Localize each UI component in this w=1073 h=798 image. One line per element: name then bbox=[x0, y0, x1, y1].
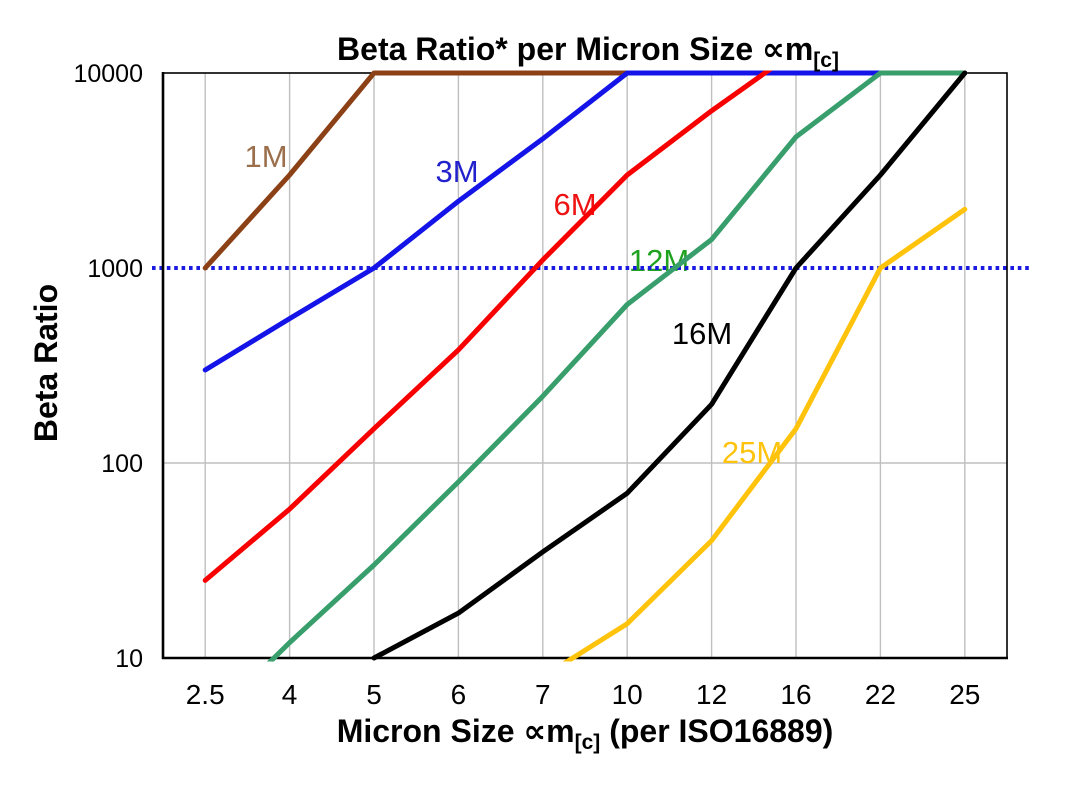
x-tick-label: 10 bbox=[612, 679, 643, 710]
y-axis-title: Beta Ratio bbox=[28, 284, 64, 442]
series-line-6M bbox=[202, 70, 773, 583]
chart-title-text: Beta Ratio* per Micron Size bbox=[337, 31, 753, 67]
x-tick-label: 2.5 bbox=[186, 679, 225, 710]
x-tick-label: 22 bbox=[865, 679, 896, 710]
y-tick-label: 10 bbox=[115, 645, 143, 673]
x-tick-label: 25 bbox=[949, 679, 980, 710]
x-tick-label: 16 bbox=[780, 679, 811, 710]
y-tick-label: 100 bbox=[101, 450, 143, 478]
proportional-symbol: ∝m bbox=[753, 31, 813, 67]
series-label-16M: 16M bbox=[672, 316, 732, 351]
y-tick-label: 1000 bbox=[87, 255, 143, 283]
x-axis-title: Micron Size ∝m[c] (per ISO16889) bbox=[337, 713, 834, 754]
x-tick-label: 5 bbox=[366, 679, 382, 710]
x-tick-label: 12 bbox=[696, 679, 727, 710]
proportional-symbol: ∝m bbox=[515, 713, 575, 749]
x-axis-title-suffix: (per ISO16889) bbox=[600, 713, 833, 749]
x-tick-label: 6 bbox=[451, 679, 467, 710]
series-line-3M bbox=[202, 70, 968, 373]
series-line-12M bbox=[266, 70, 968, 662]
series-label-25M: 25M bbox=[722, 435, 782, 470]
chart-title: Beta Ratio* per Micron Size ∝m[c] bbox=[337, 31, 839, 72]
series-line-16M bbox=[371, 70, 968, 661]
x-tick-label: 4 bbox=[282, 679, 298, 710]
series-line-25M bbox=[562, 206, 968, 662]
gridlines bbox=[163, 73, 1007, 658]
series-lines bbox=[202, 70, 968, 662]
series-label-1M: 1M bbox=[244, 139, 287, 174]
x-axis-title-subscript: [c] bbox=[575, 731, 601, 754]
series-label-6M: 6M bbox=[553, 187, 596, 222]
y-tick-label: 10000 bbox=[73, 60, 143, 88]
series-label-3M: 3M bbox=[435, 154, 478, 189]
chart-title-subscript: [c] bbox=[813, 49, 839, 72]
x-tick-label: 7 bbox=[535, 679, 551, 710]
tick-labels: 10 100 1000 10000 2.5 4 5 6 7 10 12 16 22 25 bbox=[73, 60, 980, 710]
x-axis-title-text: Micron Size bbox=[337, 713, 515, 749]
series-label-12M: 12M bbox=[629, 243, 689, 278]
